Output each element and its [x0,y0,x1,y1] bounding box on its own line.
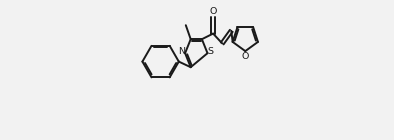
Text: N: N [178,47,185,56]
Text: O: O [242,52,249,61]
Text: S: S [208,47,214,56]
Text: O: O [210,7,217,16]
